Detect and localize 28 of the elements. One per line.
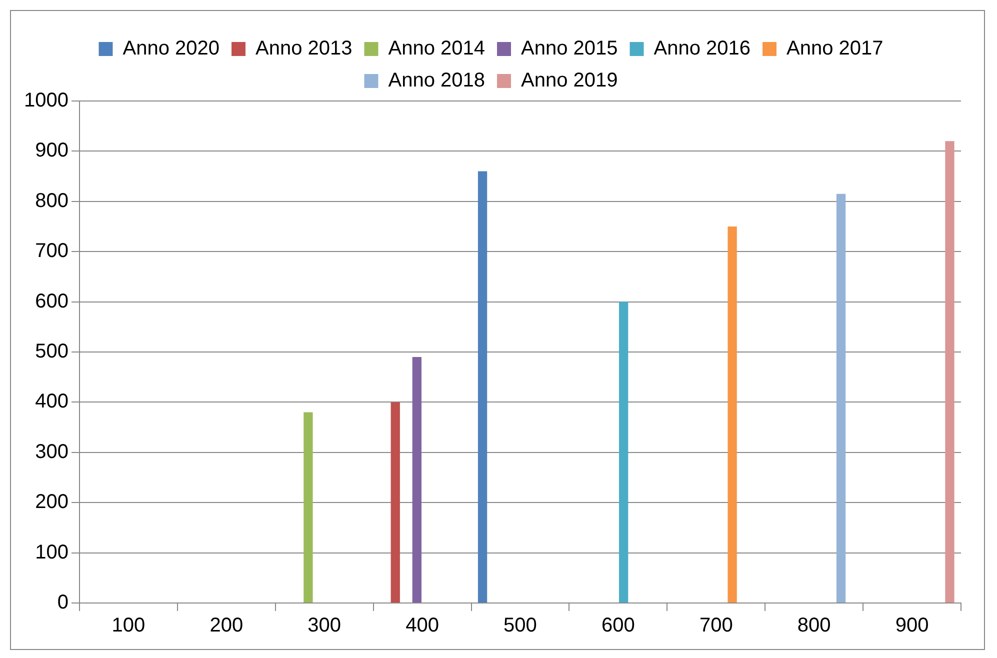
- y-tick-label: 200: [35, 491, 68, 514]
- x-tick-label: 700: [699, 614, 733, 637]
- y-tick-label: 600: [35, 290, 68, 312]
- legend-label: Anno 2017: [786, 38, 884, 60]
- y-tick-label: 0: [57, 592, 68, 614]
- legend-label: Anno 2019: [521, 70, 618, 92]
- y-tick-label: 700: [35, 240, 68, 262]
- legend-label: Anno 2015: [521, 38, 618, 60]
- x-tick-label: 900: [895, 614, 929, 637]
- x-tick-label: 200: [210, 614, 244, 637]
- legend-label: Anno 2013: [255, 38, 352, 60]
- x-tick-label: 500: [504, 614, 537, 637]
- y-tick-label: 400: [35, 390, 68, 413]
- x-tick-label: 400: [406, 614, 439, 637]
- y-tick-label: 900: [35, 140, 68, 162]
- y-tick-label: 1000: [24, 90, 68, 112]
- y-tick-label: 500: [35, 340, 68, 363]
- y-tick-label: 800: [35, 190, 68, 212]
- legend-label: Anno 2020: [122, 38, 220, 60]
- legend-label: Anno 2014: [388, 38, 486, 60]
- x-tick-label: 600: [602, 614, 635, 637]
- x-tick-label: 100: [112, 614, 146, 637]
- legend-label: Anno 2016: [654, 38, 751, 60]
- legend-label: Anno 2018: [388, 70, 486, 92]
- y-tick-label: 100: [35, 541, 68, 564]
- x-tick-label: 300: [308, 614, 342, 637]
- x-tick-label: 800: [797, 614, 831, 637]
- y-tick-label: 300: [35, 440, 68, 463]
